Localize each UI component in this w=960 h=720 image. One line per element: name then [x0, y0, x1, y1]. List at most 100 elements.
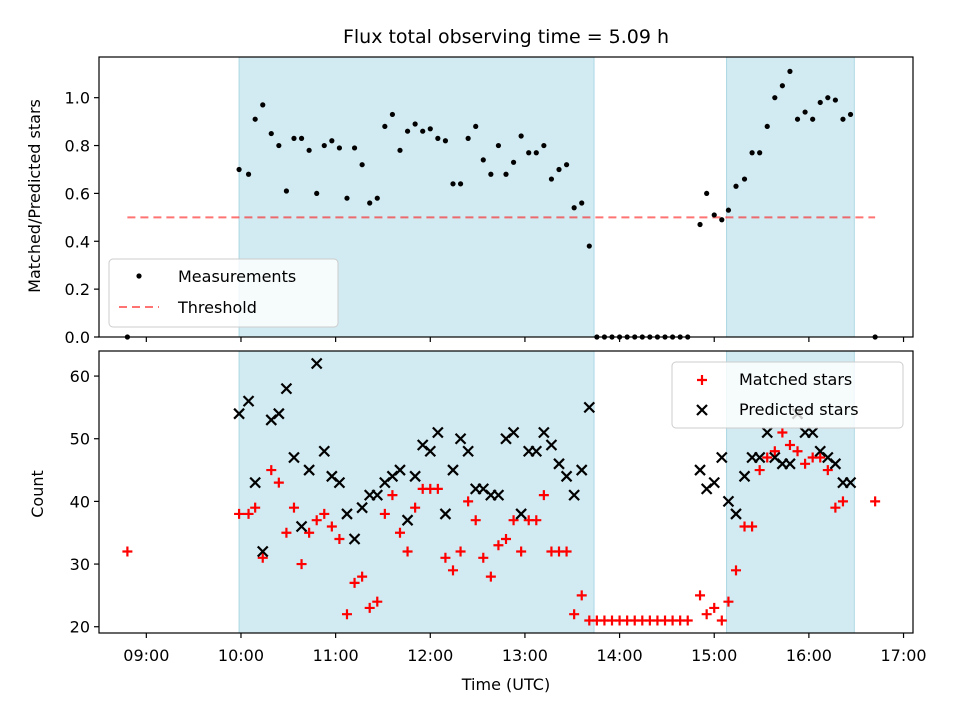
predicted-point-50	[716, 451, 728, 464]
predicted-point-52	[730, 508, 742, 520]
matched-point-29	[447, 565, 458, 576]
x-tick-label-0: 09:00	[123, 646, 169, 665]
measurement-point-63	[711, 212, 717, 218]
matched-point-38	[516, 546, 527, 557]
predicted-point-40	[538, 426, 550, 439]
predicted-point-18	[371, 489, 384, 501]
predicted-point-45	[575, 464, 588, 476]
predicted-point-14	[341, 508, 353, 520]
measurement-point-37	[510, 159, 517, 165]
measurement-point-45	[571, 205, 577, 211]
matched-point-11	[311, 515, 322, 526]
matched-point-77	[815, 452, 826, 463]
matched-point-13	[326, 521, 337, 532]
ratio-panel: 0.0 0.2 0.4 0.6 0.8 1.0 Measurements Threshold	[65, 56, 914, 347]
matched-point-45	[569, 609, 580, 620]
matched-point-41	[538, 490, 549, 501]
predicted-point-5	[273, 407, 285, 420]
matched-point-62	[701, 609, 712, 620]
matched-point-16	[349, 577, 360, 588]
predicted-point-51	[722, 495, 735, 508]
measurement-point-20	[382, 123, 388, 130]
matched-point-1	[234, 508, 245, 519]
matched-point-65	[723, 596, 734, 607]
x-tick-label-6: 15:00	[691, 646, 737, 665]
top-y-tick-label-3: 0.6	[65, 184, 90, 203]
predicted-point-47	[694, 464, 706, 476]
predicted-point-15	[348, 533, 361, 545]
predicted-point-37	[515, 508, 527, 520]
matched-point-69	[754, 465, 765, 476]
measurement-point-47	[586, 243, 592, 249]
matched-point-17	[357, 571, 368, 582]
matched-point-20	[379, 508, 390, 519]
measurement-point-80	[840, 116, 846, 122]
measurement-point-27	[435, 135, 441, 141]
count-panel: 20 30 40 50 60 09:00 10:00 11:00 12:00 13:00 14:00…	[70, 350, 927, 665]
top-legend-box	[108, 258, 339, 328]
predicted-point-49	[708, 476, 721, 489]
measurement-point-39	[526, 150, 532, 156]
matched-point-30	[455, 546, 466, 557]
measurement-point-26	[427, 126, 433, 132]
matched-point-18	[364, 602, 375, 613]
chart-title: Flux total observing time = 5.09 h	[343, 26, 669, 48]
measurement-point-21	[389, 111, 396, 118]
x-tick-label-3: 12:00	[407, 646, 453, 665]
predicted-point-22	[401, 514, 414, 526]
predicted-point-2	[249, 476, 261, 489]
x-tick-label-1: 10:00	[218, 646, 264, 665]
predicted-point-62	[806, 426, 819, 439]
matched-point-5	[266, 465, 277, 476]
measurement-point-7	[283, 188, 290, 194]
measurement-point-4	[260, 102, 266, 108]
matched-point-6	[273, 477, 284, 488]
matched-point-12	[319, 508, 330, 519]
measurement-point-67	[741, 176, 748, 182]
matched-point-70	[762, 452, 773, 463]
x-axis-label: Time (UTC)	[461, 675, 550, 694]
top-plot-frame	[98, 56, 914, 338]
predicted-point-28	[447, 464, 459, 476]
matched-point-34	[485, 571, 496, 582]
predicted-point-65	[829, 458, 842, 470]
matched-point-4	[257, 552, 268, 563]
matched-point-60	[682, 615, 693, 626]
bottom-y-tick-label-3: 50	[70, 430, 90, 449]
bottom-y-tick-label-4: 60	[70, 367, 90, 386]
measurement-point-64	[719, 217, 725, 223]
matched-point-37	[508, 515, 519, 526]
measurement-point-41	[541, 142, 547, 149]
measurement-point-38	[518, 133, 524, 139]
top-y-axis-label: Matched/Predicted stars	[25, 99, 44, 293]
matched-point-3	[250, 502, 261, 513]
matched-point-61	[695, 590, 706, 601]
bottom-y-axis-label: Count	[28, 470, 47, 518]
legend-matched-label: Matched stars	[739, 370, 852, 389]
matched-point-81	[870, 496, 881, 507]
measurement-point-65	[725, 207, 732, 213]
matched-point-22	[394, 527, 405, 538]
top-y-tick-label-0: 0.0	[65, 328, 90, 347]
matched-point-64	[716, 615, 727, 626]
top-y-tick-label-4: 0.8	[65, 137, 90, 156]
measurement-point-23	[404, 128, 411, 134]
measurement-point-76	[810, 116, 816, 122]
matched-point-80	[837, 496, 848, 507]
predicted-point-27	[439, 508, 452, 520]
matched-point-72	[777, 427, 788, 438]
matched-point-9	[296, 559, 307, 570]
measurement-point-68	[749, 150, 755, 156]
matched-point-71	[769, 446, 780, 457]
predicted-point-36	[507, 426, 520, 439]
predicted-point-21	[394, 464, 406, 476]
bottom-legend-box	[671, 361, 904, 429]
measurement-point-78	[825, 95, 831, 101]
measurement-point-62	[704, 190, 710, 197]
measurement-point-35	[495, 142, 502, 149]
predicted-point-6	[280, 382, 293, 395]
measurement-point-6	[276, 142, 282, 149]
predicted-point-23	[409, 470, 421, 483]
measurement-point-71	[772, 95, 778, 101]
measurement-point-43	[556, 166, 562, 173]
